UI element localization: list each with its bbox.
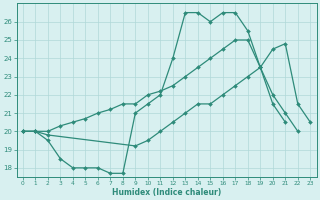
X-axis label: Humidex (Indice chaleur): Humidex (Indice chaleur) [112,188,221,197]
